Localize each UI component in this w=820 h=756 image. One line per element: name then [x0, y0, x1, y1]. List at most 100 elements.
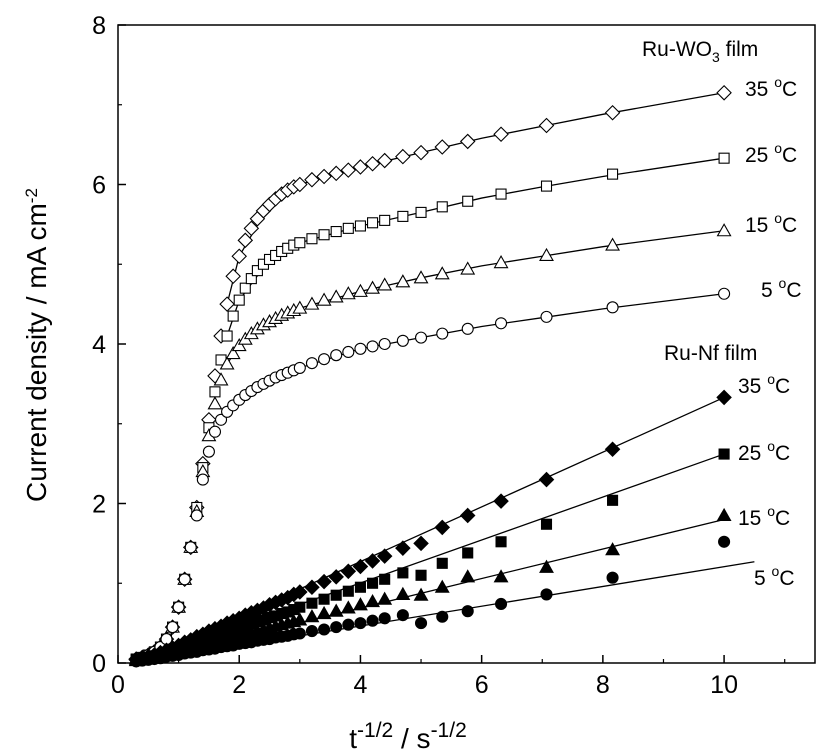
circle-marker — [196, 473, 209, 486]
circle-marker — [342, 345, 355, 359]
diamond-marker — [716, 389, 732, 406]
circle-marker — [436, 610, 449, 623]
triangle-marker — [434, 266, 450, 280]
square-marker — [495, 188, 507, 200]
square-marker — [227, 310, 239, 322]
ru-nf-group-label: Ru-Nf film — [664, 342, 757, 365]
circle-marker — [436, 327, 449, 340]
circle-marker — [172, 601, 185, 614]
triangle-marker — [460, 569, 476, 583]
square-marker — [330, 226, 342, 238]
square-marker — [354, 581, 366, 593]
square-marker — [607, 494, 619, 506]
series-ru-wo3-5 — [130, 287, 731, 666]
diamond-marker — [316, 573, 332, 590]
diamond-marker — [304, 579, 320, 596]
y-tick-label: 6 — [92, 172, 106, 200]
diamond-marker — [376, 152, 393, 169]
circle-marker — [293, 361, 306, 374]
circle-marker — [606, 301, 619, 314]
circle-marker — [540, 310, 553, 323]
circle-marker — [396, 609, 409, 622]
square-marker — [540, 518, 553, 530]
circle-marker — [202, 445, 215, 458]
circle-marker — [305, 357, 318, 370]
diamond-marker — [604, 104, 621, 121]
square-marker — [397, 567, 409, 579]
circle-marker — [166, 621, 179, 634]
series-ru-wo3-15 — [128, 223, 732, 665]
circle-marker — [461, 322, 474, 335]
square-marker — [379, 214, 391, 226]
circle-marker — [718, 535, 731, 548]
x-tick-label: 0 — [111, 671, 125, 699]
square-marker — [342, 585, 354, 597]
triangle-marker — [493, 255, 509, 269]
circle-marker — [366, 340, 379, 353]
fit-line — [226, 230, 725, 365]
diamond-marker — [292, 176, 308, 193]
square-marker — [718, 448, 730, 460]
square-marker — [294, 237, 306, 249]
square-marker — [436, 201, 448, 213]
triangle-marker — [340, 286, 356, 300]
square-marker — [436, 557, 448, 569]
triangle-marker — [352, 597, 368, 611]
circle-marker — [184, 541, 197, 554]
triangle-marker — [395, 274, 411, 288]
triangle-marker — [434, 579, 450, 593]
triangle-marker — [316, 605, 332, 620]
diamond-marker — [364, 553, 381, 569]
diamond-marker — [459, 507, 476, 524]
series-label-ru-wo3-15: 15 oC — [745, 210, 797, 237]
diamond-marker — [292, 584, 308, 600]
x-tick-label: 8 — [596, 671, 610, 699]
triangle-marker — [292, 612, 308, 626]
diamond-marker — [243, 220, 260, 237]
square-marker — [251, 265, 263, 277]
diamond-marker — [328, 569, 344, 585]
diamond-marker — [493, 493, 509, 509]
circle-marker — [305, 625, 318, 638]
triangle-marker — [304, 609, 320, 623]
y-tick-label: 0 — [92, 650, 106, 678]
diamond-marker — [225, 268, 241, 284]
square-marker — [607, 168, 619, 180]
y-tick-label: 4 — [92, 331, 106, 359]
x-tick-label: 10 — [710, 671, 738, 699]
series-label-ru-nf-35: 35 oC — [738, 371, 790, 398]
circle-marker — [396, 334, 409, 347]
circle-marker — [318, 623, 331, 636]
square-marker — [379, 573, 391, 585]
diamond-marker — [538, 117, 555, 134]
triangle-marker — [340, 600, 356, 614]
circle-marker — [414, 617, 428, 630]
diamond-marker — [413, 144, 429, 161]
y-axis-title: Current density / mA cm-2 — [21, 188, 52, 502]
circle-marker — [540, 588, 553, 601]
axis-ticks — [117, 24, 786, 664]
circle-marker — [414, 331, 428, 344]
tick-labels: 0 2 4 6 8 10 0 2 4 6 8 — [92, 12, 738, 699]
circle-marker — [330, 349, 343, 362]
square-marker — [318, 593, 330, 605]
square-marker — [318, 229, 330, 241]
diamond-marker — [604, 441, 621, 458]
triangle-marker — [395, 586, 411, 600]
diamond-marker — [395, 540, 411, 556]
triangle-marker — [460, 261, 476, 275]
triangle-marker — [539, 559, 554, 573]
square-marker — [239, 282, 251, 294]
series-label-ru-wo3-25: 25 oC — [745, 140, 797, 167]
triangle-marker — [716, 507, 732, 522]
square-marker — [367, 217, 379, 229]
diamond-marker — [328, 165, 344, 182]
circle-marker — [354, 617, 367, 630]
circle-marker — [378, 337, 391, 351]
series-ru-nf-25 — [130, 448, 730, 666]
circle-marker — [494, 317, 508, 330]
square-marker — [342, 222, 354, 234]
y-tick-label: 8 — [92, 12, 106, 40]
circle-marker — [606, 571, 619, 584]
